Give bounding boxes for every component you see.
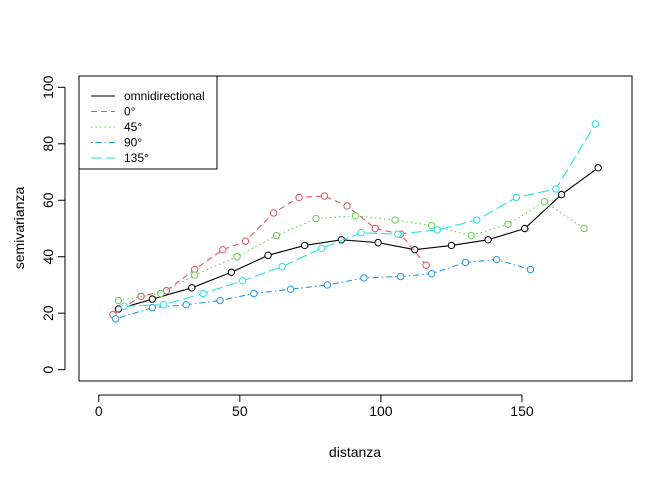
data-point bbox=[264, 251, 272, 260]
data-point bbox=[591, 120, 600, 128]
data-point bbox=[557, 190, 566, 199]
x-axis-title: distanza bbox=[329, 444, 381, 460]
legend-box bbox=[78, 75, 218, 170]
data-point bbox=[241, 237, 250, 245]
data-point bbox=[278, 262, 286, 271]
series-line bbox=[118, 201, 585, 302]
data-point bbox=[360, 274, 368, 282]
data-point bbox=[159, 301, 168, 309]
data-point bbox=[182, 301, 190, 309]
data-point bbox=[312, 214, 320, 223]
data-point bbox=[433, 226, 442, 234]
y-tick-label: 100 bbox=[40, 75, 56, 99]
data-point bbox=[157, 289, 165, 298]
data-point bbox=[504, 220, 512, 228]
data-point bbox=[391, 216, 399, 224]
data-point bbox=[320, 192, 329, 200]
series-group bbox=[111, 255, 535, 323]
data-point bbox=[357, 229, 365, 237]
y-tick-label: 20 bbox=[40, 305, 56, 321]
data-point bbox=[427, 221, 436, 230]
data-point bbox=[323, 281, 331, 289]
data-point bbox=[411, 245, 419, 254]
data-point bbox=[120, 302, 128, 310]
data-point bbox=[114, 296, 123, 305]
data-point bbox=[317, 244, 326, 252]
data-point bbox=[216, 296, 224, 305]
data-point bbox=[148, 295, 157, 303]
x-tick-label: 50 bbox=[232, 403, 248, 419]
data-point bbox=[233, 253, 241, 261]
data-point bbox=[374, 238, 382, 247]
series-group bbox=[120, 120, 600, 310]
x-tick-label: 0 bbox=[95, 403, 103, 419]
data-point bbox=[492, 255, 501, 264]
legend: omnidirectional 0°45° 90°135° bbox=[78, 75, 218, 170]
data-point bbox=[269, 209, 278, 217]
y-tick-label: 60 bbox=[40, 192, 56, 208]
data-point bbox=[394, 230, 402, 238]
data-point bbox=[540, 197, 549, 206]
data-point bbox=[238, 277, 247, 285]
y-tick-label: 40 bbox=[40, 249, 56, 265]
data-point bbox=[594, 164, 602, 172]
y-axis-title: semivarianza bbox=[11, 187, 27, 270]
y-tick-label: 80 bbox=[40, 136, 56, 152]
series-group bbox=[109, 192, 430, 319]
plot-frame bbox=[78, 75, 633, 382]
data-point bbox=[272, 231, 281, 240]
legend-label: 90° bbox=[124, 136, 142, 150]
data-point bbox=[219, 245, 227, 254]
data-point bbox=[484, 236, 492, 244]
data-point bbox=[552, 185, 560, 193]
data-point bbox=[473, 216, 481, 224]
series-layer bbox=[109, 120, 602, 323]
data-point bbox=[301, 241, 309, 250]
data-point bbox=[162, 286, 171, 295]
series-group bbox=[114, 164, 602, 313]
series-line bbox=[115, 259, 531, 320]
data-point bbox=[188, 284, 196, 292]
data-point bbox=[447, 241, 456, 250]
data-point bbox=[526, 265, 535, 274]
data-point bbox=[351, 212, 360, 220]
series-group bbox=[114, 197, 588, 305]
x-tick-label: 100 bbox=[369, 403, 393, 419]
data-point bbox=[148, 303, 157, 312]
data-point bbox=[580, 224, 588, 233]
axes: 0 50 100 150 0 20 40 60 80 100 bbox=[40, 75, 534, 419]
data-point bbox=[521, 224, 529, 233]
data-point bbox=[227, 268, 236, 276]
data-point bbox=[343, 202, 351, 210]
series-line bbox=[118, 167, 599, 310]
data-point bbox=[111, 315, 120, 323]
data-point bbox=[467, 231, 475, 240]
data-point bbox=[512, 193, 521, 202]
data-point bbox=[199, 289, 207, 298]
data-point bbox=[250, 289, 258, 298]
data-point bbox=[396, 272, 405, 281]
data-point bbox=[422, 261, 430, 269]
y-tick-label: 0 bbox=[40, 366, 56, 374]
data-point bbox=[190, 271, 199, 279]
data-point bbox=[461, 258, 470, 267]
legend-label: 135° bbox=[124, 151, 149, 165]
data-point bbox=[427, 269, 436, 278]
x-tick-label: 150 bbox=[510, 403, 534, 419]
legend-label: 45° bbox=[124, 120, 142, 134]
data-point bbox=[371, 224, 379, 233]
legend-label: 0° bbox=[124, 105, 136, 119]
data-point bbox=[286, 285, 295, 293]
data-point bbox=[295, 193, 303, 202]
legend-label: omnidirectional bbox=[124, 89, 205, 103]
